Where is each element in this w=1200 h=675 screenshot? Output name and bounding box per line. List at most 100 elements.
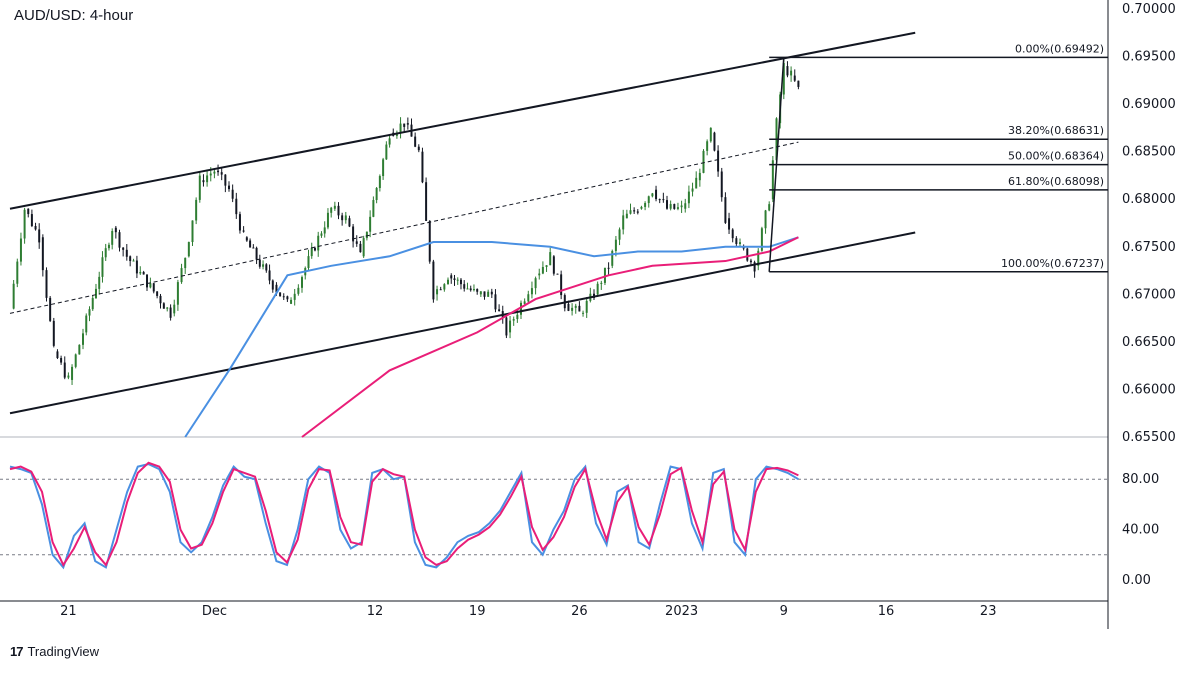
candle-body: [498, 309, 501, 312]
candle-body: [425, 182, 428, 221]
candle-body: [603, 267, 606, 283]
candle-body: [310, 248, 313, 257]
candle-body: [63, 362, 66, 378]
price-grid: [0, 0, 1109, 629]
candle-body: [739, 242, 741, 244]
candle-body: [34, 226, 37, 230]
candle-body: [252, 247, 255, 249]
candle-body: [793, 75, 796, 81]
candle-body: [494, 294, 497, 310]
candle-body: [443, 284, 446, 290]
candle-body: [27, 208, 30, 215]
candle-body: [245, 237, 248, 241]
moving-average-line: [301, 236, 799, 438]
fib-level-label: 38.20%(0.68631): [1008, 124, 1104, 137]
channel-upper-line: [9, 31, 916, 210]
candle-body: [326, 212, 329, 228]
candle-body: [166, 307, 169, 309]
candle-body: [490, 291, 493, 295]
candle-body: [213, 171, 216, 174]
candle-body: [139, 272, 142, 274]
stochastic-line: [9, 461, 799, 567]
candle-body: [622, 215, 625, 230]
tradingview-brand[interactable]: 17 TradingView: [10, 644, 99, 659]
candle-body: [731, 229, 734, 239]
candle-body: [228, 185, 230, 190]
candle-body: [191, 220, 194, 243]
stoch-tick-label: 0.00: [1122, 573, 1151, 588]
candle-body: [12, 283, 15, 309]
candle-body: [365, 231, 368, 239]
candle-body: [231, 189, 234, 199]
candle-body: [782, 63, 785, 95]
candle-body: [644, 203, 647, 207]
candle-body: [753, 262, 756, 272]
candle-body: [98, 276, 101, 289]
candle-body: [206, 175, 209, 183]
candle-body: [187, 242, 190, 257]
stochastic-pane[interactable]: [0, 461, 1108, 570]
candle-body: [406, 123, 409, 125]
candle-body: [469, 288, 472, 291]
moving-average-line: [184, 236, 799, 438]
candle-body: [67, 375, 70, 378]
candle-body: [275, 284, 278, 293]
candle-body: [399, 123, 402, 133]
candle-body: [786, 66, 789, 76]
price-pane[interactable]: 0.00%(0.69492) 38.20%(0.68631) 50.00%(0.68…: [9, 31, 1108, 438]
candle-body: [382, 159, 385, 177]
candle-body: [320, 233, 323, 236]
candle-body: [771, 160, 774, 200]
candle-body: [483, 291, 486, 297]
candle-body: [684, 203, 687, 209]
candle-body: [85, 315, 88, 333]
candle-body: [709, 127, 712, 142]
candle-body: [388, 138, 391, 145]
time-tick-label: 9: [780, 604, 788, 619]
candle-body: [691, 188, 694, 192]
candle-body: [702, 150, 705, 173]
candle-body: [91, 298, 94, 310]
candle-body: [447, 279, 449, 285]
candle-body: [582, 312, 585, 314]
fib-level-label: 61.80%(0.68098): [1008, 175, 1104, 188]
fib-level-label: 0.00%(0.69492): [1015, 42, 1104, 55]
price-tick-label: 0.65500: [1122, 430, 1176, 445]
candle-body: [768, 204, 771, 211]
candle-body: [600, 282, 603, 284]
candle-body: [527, 294, 530, 302]
candle-body: [375, 188, 378, 201]
candle-body: [282, 296, 285, 298]
stoch-tick-label: 40.00: [1122, 523, 1159, 538]
candle-body: [337, 205, 340, 216]
time-tick-label: 26: [571, 604, 588, 619]
candle-body: [717, 150, 720, 172]
candle-body: [545, 265, 548, 267]
candle-body: [262, 264, 265, 267]
candle-body: [552, 256, 555, 274]
candle-body: [235, 198, 238, 215]
candle-body: [574, 305, 577, 308]
candle-body: [56, 351, 59, 358]
candle-body: [680, 205, 683, 208]
price-tick-label: 0.68000: [1122, 192, 1176, 207]
candle-body: [459, 279, 462, 285]
candle-body: [217, 170, 220, 173]
candle-body: [255, 247, 258, 260]
candle-body: [658, 199, 661, 201]
candle-body: [534, 278, 537, 289]
candle-body: [359, 243, 362, 253]
candle-body: [149, 283, 152, 288]
candle-body: [271, 280, 274, 290]
candle-body: [549, 252, 552, 266]
price-tick-label: 0.67500: [1122, 240, 1176, 255]
candle-body: [523, 301, 526, 304]
candle-body: [466, 288, 469, 290]
candle-body: [60, 357, 63, 363]
candle-body: [456, 279, 459, 281]
candle-body: [372, 200, 375, 217]
tradingview-logo-icon: 17: [10, 644, 24, 659]
candle-body: [88, 309, 91, 316]
candle-body: [301, 277, 303, 288]
